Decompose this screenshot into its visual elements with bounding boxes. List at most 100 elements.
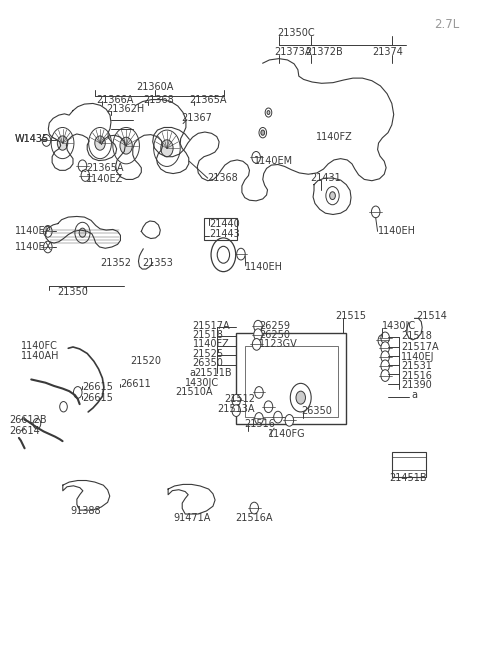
Text: W1435: W1435 bbox=[15, 134, 49, 144]
Text: W1435: W1435 bbox=[15, 134, 49, 144]
Text: 21365A: 21365A bbox=[189, 94, 227, 105]
Circle shape bbox=[381, 332, 389, 344]
Circle shape bbox=[232, 405, 240, 417]
Circle shape bbox=[44, 241, 52, 253]
Text: 21368: 21368 bbox=[144, 94, 174, 105]
Circle shape bbox=[267, 111, 270, 115]
Bar bbox=[236, 333, 346, 424]
Circle shape bbox=[232, 394, 240, 406]
Text: a: a bbox=[189, 368, 195, 378]
Bar bbox=[245, 346, 338, 417]
Text: 26259: 26259 bbox=[259, 320, 290, 331]
Circle shape bbox=[264, 401, 273, 413]
Text: 1140EP: 1140EP bbox=[15, 227, 52, 236]
Text: 21431: 21431 bbox=[310, 173, 341, 183]
Text: 26350: 26350 bbox=[192, 358, 223, 368]
Text: 21518: 21518 bbox=[192, 329, 223, 340]
Text: 21518: 21518 bbox=[401, 331, 432, 341]
Circle shape bbox=[274, 411, 282, 423]
Circle shape bbox=[381, 369, 389, 381]
Text: 1140FZ: 1140FZ bbox=[192, 339, 229, 349]
Text: 1140EJ: 1140EJ bbox=[401, 352, 435, 362]
Text: 26611: 26611 bbox=[120, 379, 151, 389]
Text: 21516: 21516 bbox=[401, 371, 432, 381]
Text: 21372B: 21372B bbox=[305, 47, 343, 57]
Circle shape bbox=[57, 136, 68, 150]
Text: 21350: 21350 bbox=[58, 288, 88, 297]
Text: 1140AH: 1140AH bbox=[21, 351, 60, 361]
Circle shape bbox=[79, 228, 86, 237]
Text: 1140EH: 1140EH bbox=[245, 262, 283, 272]
Text: 21451B: 21451B bbox=[390, 473, 427, 483]
Text: 21513A: 21513A bbox=[218, 404, 255, 415]
Text: 21360A: 21360A bbox=[136, 83, 173, 92]
Text: 1140EH: 1140EH bbox=[378, 227, 416, 236]
Circle shape bbox=[73, 386, 82, 398]
Circle shape bbox=[372, 206, 380, 217]
Circle shape bbox=[255, 386, 263, 398]
Text: 26615: 26615 bbox=[83, 383, 113, 392]
Circle shape bbox=[95, 136, 105, 150]
Circle shape bbox=[254, 320, 262, 332]
Text: 1123GV: 1123GV bbox=[259, 339, 298, 349]
Text: 21514: 21514 bbox=[417, 311, 447, 321]
Text: 21368: 21368 bbox=[208, 173, 239, 183]
Circle shape bbox=[78, 160, 87, 172]
Text: 21525: 21525 bbox=[192, 349, 224, 359]
Text: 91471A: 91471A bbox=[173, 513, 210, 523]
Text: 21353: 21353 bbox=[143, 258, 174, 268]
Circle shape bbox=[259, 128, 266, 138]
Text: 21512: 21512 bbox=[224, 394, 255, 404]
Circle shape bbox=[296, 391, 305, 404]
Text: 21352: 21352 bbox=[100, 258, 131, 268]
Circle shape bbox=[60, 402, 67, 412]
Text: 21390: 21390 bbox=[401, 381, 432, 390]
Text: 21443: 21443 bbox=[209, 229, 240, 239]
Text: 26612B: 26612B bbox=[9, 415, 47, 424]
Text: 21367: 21367 bbox=[181, 113, 212, 123]
Text: 2.7L: 2.7L bbox=[434, 18, 460, 31]
Circle shape bbox=[250, 502, 259, 514]
Text: 21510A: 21510A bbox=[175, 388, 213, 398]
Text: 26614: 26614 bbox=[9, 426, 40, 436]
Text: 91388: 91388 bbox=[71, 506, 101, 515]
Circle shape bbox=[265, 108, 272, 117]
Text: 21362H: 21362H bbox=[106, 104, 144, 114]
Circle shape bbox=[81, 170, 90, 181]
Circle shape bbox=[261, 130, 264, 136]
Text: 21365A: 21365A bbox=[86, 163, 123, 174]
Text: 21350C: 21350C bbox=[277, 28, 315, 37]
Text: 1140EM: 1140EM bbox=[254, 157, 293, 166]
Text: 21515: 21515 bbox=[335, 311, 366, 321]
Bar bbox=[204, 218, 237, 240]
Circle shape bbox=[255, 413, 263, 424]
Text: 1140FZ: 1140FZ bbox=[316, 132, 353, 142]
Circle shape bbox=[42, 135, 51, 146]
Circle shape bbox=[381, 351, 389, 363]
Text: 26350: 26350 bbox=[301, 405, 333, 416]
Circle shape bbox=[252, 339, 261, 350]
Text: 26250: 26250 bbox=[259, 329, 290, 340]
Circle shape bbox=[330, 192, 336, 200]
Text: 1430JC: 1430JC bbox=[383, 320, 417, 331]
Circle shape bbox=[237, 248, 245, 260]
Text: 1140FC: 1140FC bbox=[21, 341, 58, 351]
Text: 21517A: 21517A bbox=[401, 342, 439, 352]
Circle shape bbox=[44, 225, 52, 237]
Circle shape bbox=[254, 329, 262, 341]
Text: 1140FG: 1140FG bbox=[267, 429, 305, 439]
Circle shape bbox=[378, 335, 386, 346]
Circle shape bbox=[381, 342, 389, 354]
Circle shape bbox=[161, 140, 173, 157]
Text: 21516A: 21516A bbox=[236, 513, 273, 523]
Circle shape bbox=[33, 419, 41, 429]
Text: 21373A: 21373A bbox=[274, 47, 312, 57]
Circle shape bbox=[120, 137, 132, 154]
Bar bbox=[392, 452, 426, 477]
Text: 21531: 21531 bbox=[401, 362, 432, 371]
Text: 21440: 21440 bbox=[209, 219, 240, 229]
Text: 21374: 21374 bbox=[372, 47, 403, 57]
Circle shape bbox=[252, 151, 261, 163]
Text: 21511B: 21511B bbox=[194, 368, 232, 378]
Text: 21366A: 21366A bbox=[96, 94, 134, 105]
